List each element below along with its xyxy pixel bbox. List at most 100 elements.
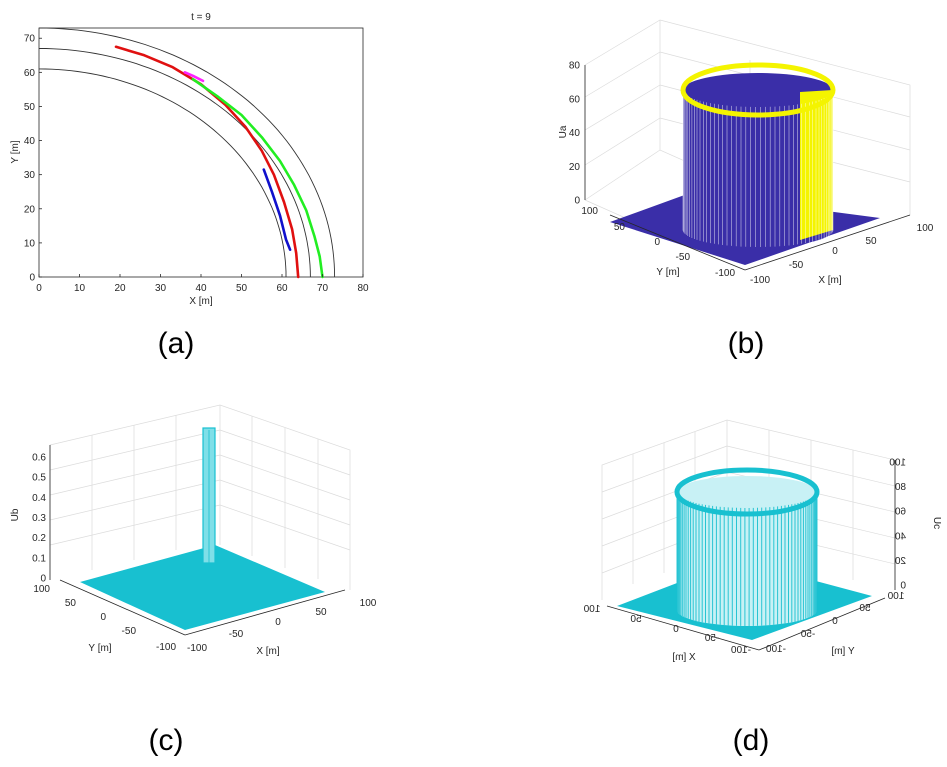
panel-a-title: t = 9 <box>191 12 211 23</box>
road-boundary-1 <box>38 68 287 277</box>
panel-c-base-surface <box>80 545 325 630</box>
y-tick-label: 30 <box>24 170 36 181</box>
x-tick-label: 30 <box>155 283 167 294</box>
road-boundary-3 <box>38 27 336 278</box>
panel-d-x-ticks: -100 -50 0 50 100 <box>583 604 751 656</box>
tick: -100 <box>750 275 770 286</box>
tick: -100 <box>731 645 751 656</box>
z-tick-label: 20 <box>894 556 906 567</box>
tick: -50 <box>800 629 815 640</box>
tick: -100 <box>766 644 786 655</box>
z-tick-label: 0.4 <box>32 493 46 504</box>
z-tick-label: 0 <box>40 574 46 585</box>
tick: -50 <box>704 633 719 644</box>
panel-a-x-ticks: 0 10 20 30 40 50 60 70 80 <box>36 274 369 294</box>
panel-c-x-axis-label: X [m] <box>256 646 280 657</box>
panel-c-surface-plot: 0 0.1 0.2 0.3 0.4 0.5 0.6 100 50 0 -50 -100 -1… <box>10 404 377 657</box>
z-tick-label: 0.6 <box>32 453 46 464</box>
z-tick-label: 0.3 <box>32 513 46 524</box>
x-tick-label: 0 <box>36 283 42 294</box>
panel-c-y-ticks: 100 50 0 -50 -100 <box>33 584 176 653</box>
panel-a-y-axis-label: Y [m] <box>10 140 21 163</box>
z-tick-label: 0 <box>574 196 580 207</box>
z-tick-label: 20 <box>569 162 581 173</box>
x-tick-label: 20 <box>114 283 126 294</box>
panel-c-axes <box>49 445 346 636</box>
panel-b-x-ticks: -100 -50 0 50 100 <box>750 223 934 286</box>
x-tick-label: 40 <box>195 283 207 294</box>
road-boundary-2 <box>39 48 311 278</box>
y-tick-label: 0 <box>29 273 35 284</box>
tick: -100 <box>715 268 735 279</box>
panel-a-plot-area <box>38 27 364 278</box>
tick: -50 <box>229 629 244 640</box>
y-tick-label: 70 <box>24 34 36 45</box>
tick: -100 <box>187 643 207 654</box>
z-tick-label: 60 <box>894 507 906 518</box>
tick: -50 <box>676 252 691 263</box>
tick: 0 <box>832 616 838 627</box>
panel-c-x-ticks: -100 -50 0 50 100 <box>187 598 377 654</box>
trajectory-line-3 <box>183 71 205 83</box>
z-tick-label: 0.2 <box>32 533 46 544</box>
tick: 100 <box>33 584 50 595</box>
z-tick-label: 0.5 <box>32 473 46 484</box>
tick: 50 <box>630 614 642 625</box>
panel-d-z-axis-label: Uc <box>931 517 942 529</box>
panel-b-axes <box>584 65 911 271</box>
z-tick-label: 80 <box>894 482 906 493</box>
tick: -50 <box>789 260 804 271</box>
z-tick-label: 60 <box>569 94 581 105</box>
tick: -50 <box>122 626 137 637</box>
panel-c-z-ticks: 0 0.1 0.2 0.3 0.4 0.5 0.6 <box>32 453 46 585</box>
panel-d-cylinder <box>674 467 820 626</box>
x-tick-label: 60 <box>276 283 288 294</box>
panel-d-surface-plot <box>601 419 896 651</box>
tick: -100 <box>156 642 176 653</box>
panel-a-y-ticks: 0 10 20 30 40 50 60 70 <box>24 34 42 284</box>
panel-label-a: (a) <box>158 327 195 360</box>
panel-label-b: (b) <box>728 327 765 360</box>
z-tick-label: 40 <box>569 128 581 139</box>
panel-b-y-axis-label: Y [m] <box>656 267 679 278</box>
tick: 0 <box>832 246 838 257</box>
panel-a-trajectories <box>114 45 324 279</box>
tick: 50 <box>315 607 327 618</box>
panel-c-z-axis-label: Ub <box>10 508 21 521</box>
panel-b-surface-plot: 0 20 40 60 80 100 50 0 -50 -100 -100 -50 0 5… <box>558 19 934 286</box>
panel-d-y-axis-label: Y [m] <box>831 646 854 657</box>
panel-d-z-ticks: 0 20 40 60 80 100 <box>889 458 906 592</box>
tick: 100 <box>581 206 598 217</box>
tick: 0 <box>654 237 660 248</box>
y-tick-label: 50 <box>24 102 36 113</box>
tick: 50 <box>859 603 871 614</box>
panel-c-3d-box <box>49 404 351 590</box>
tick: 50 <box>614 222 626 233</box>
z-tick-label: 40 <box>894 531 906 542</box>
tick: 100 <box>887 591 904 602</box>
y-tick-label: 60 <box>24 68 36 79</box>
panel-b-cylinder <box>680 62 836 247</box>
tick: 0 <box>673 624 679 635</box>
panel-d-x-axis-label: X [m] <box>672 652 696 663</box>
tick: 100 <box>583 604 600 615</box>
panel-label-c: (c) <box>149 724 184 757</box>
tick: 0 <box>100 612 106 623</box>
tick: 0 <box>275 617 281 628</box>
z-tick-label: 100 <box>889 458 906 469</box>
z-tick-label: 80 <box>569 61 581 72</box>
tick: 50 <box>65 598 77 609</box>
panel-a-line-chart: t = 9 X [m] Y [m] 0 10 20 30 40 50 60 70 80 0 10 2… <box>10 12 369 307</box>
tick: 50 <box>865 236 877 247</box>
y-tick-label: 40 <box>24 136 36 147</box>
trajectory-line-4 <box>262 168 292 251</box>
x-tick-label: 10 <box>74 283 86 294</box>
y-tick-label: 10 <box>24 238 36 249</box>
panel-b-x-axis-label: X [m] <box>818 275 842 286</box>
panel-b-z-ticks: 0 20 40 60 80 <box>569 61 581 207</box>
x-tick-label: 50 <box>236 283 248 294</box>
panel-b-z-axis-label: Ua <box>558 125 569 138</box>
panel-b-y-ticks: 100 50 0 -50 -100 <box>581 206 735 279</box>
panel-label-d: (d) <box>733 724 770 757</box>
